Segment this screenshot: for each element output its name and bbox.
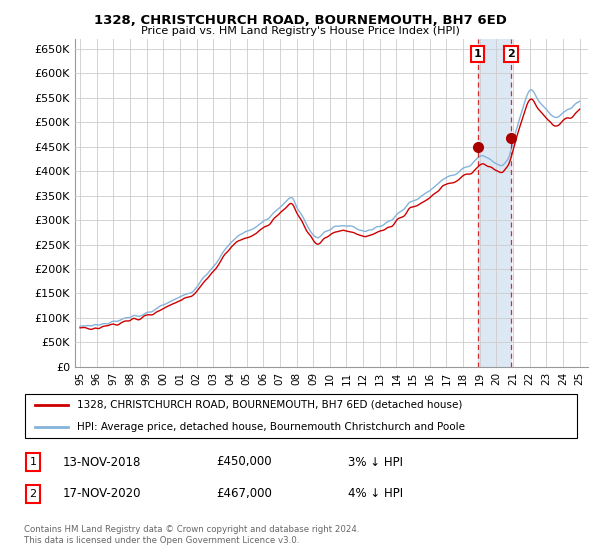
Text: HPI: Average price, detached house, Bournemouth Christchurch and Poole: HPI: Average price, detached house, Bour… [77, 422, 465, 432]
Text: Contains HM Land Registry data © Crown copyright and database right 2024.
This d: Contains HM Land Registry data © Crown c… [24, 525, 359, 545]
Text: £467,000: £467,000 [216, 487, 272, 501]
Text: 13-NOV-2018: 13-NOV-2018 [63, 455, 142, 469]
Text: £450,000: £450,000 [216, 455, 272, 469]
Text: 4% ↓ HPI: 4% ↓ HPI [348, 487, 403, 501]
Text: Price paid vs. HM Land Registry's House Price Index (HPI): Price paid vs. HM Land Registry's House … [140, 26, 460, 36]
Bar [478, 39, 511, 367]
Text: 17-NOV-2020: 17-NOV-2020 [63, 487, 142, 501]
Text: 1: 1 [474, 49, 482, 59]
FancyBboxPatch shape [25, 394, 577, 438]
Text: 1328, CHRISTCHURCH ROAD, BOURNEMOUTH, BH7 6ED (detached house): 1328, CHRISTCHURCH ROAD, BOURNEMOUTH, BH… [77, 400, 462, 410]
Text: 1328, CHRISTCHURCH ROAD, BOURNEMOUTH, BH7 6ED: 1328, CHRISTCHURCH ROAD, BOURNEMOUTH, BH… [94, 14, 506, 27]
Bar [580, 39, 588, 367]
Text: 2: 2 [29, 489, 37, 499]
Text: 3% ↓ HPI: 3% ↓ HPI [348, 455, 403, 469]
Text: 1: 1 [29, 457, 37, 467]
Text: 2: 2 [507, 49, 515, 59]
